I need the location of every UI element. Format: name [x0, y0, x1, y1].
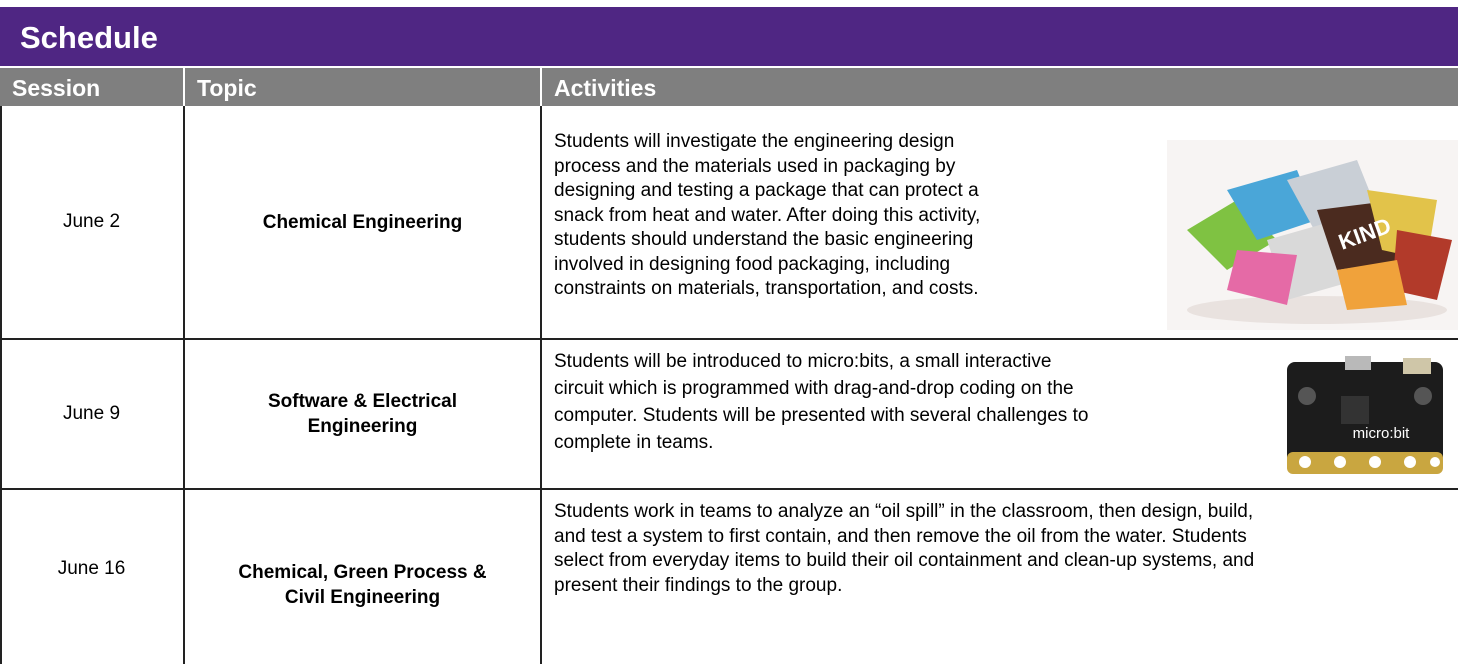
topic-text: Chemical, Green Process & — [238, 562, 487, 583]
session-cell: June 16 — [0, 490, 183, 664]
title-bar: Schedule — [0, 7, 1458, 66]
topic-cell: Chemical, Green Process & Civil Engineeri… — [185, 490, 540, 664]
activity-line: Students work in teams to analyze an “oi… — [554, 501, 1254, 522]
header-cell: Topic — [185, 68, 540, 106]
snack-image: KIND — [1167, 140, 1458, 330]
topic-text: Civil Engineering — [284, 587, 441, 608]
svg-text:micro:bit: micro:bit — [1353, 425, 1411, 442]
activities-cell: Students will investigate the engineerin… — [542, 106, 1458, 340]
activities-cell: Students work in teams to analyze an “oi… — [542, 490, 1458, 664]
activity-line: and test a system to first contain, and … — [554, 525, 1247, 547]
activity-line: circuit which is programmed with drag-an… — [554, 378, 1074, 399]
activity-line: computer. Students will be presented wit… — [554, 405, 1089, 426]
topic-text: Software & Electrical — [267, 391, 458, 412]
header-cell: Session — [0, 68, 183, 106]
topic-cell: Software & Electrical Engineering — [185, 340, 540, 490]
activity-line: process and the materials used in packag… — [554, 155, 956, 177]
activities-cell: Students will be introduced to micro:bit… — [542, 340, 1458, 490]
activity-line: select from everyday items to build thei… — [554, 550, 1255, 571]
microbit-image: micro:bit — [1287, 356, 1443, 474]
activity-line: complete in teams. — [554, 432, 714, 453]
activity-line: involved in designing food packaging, in… — [554, 253, 951, 275]
session-text: June 16 — [57, 558, 126, 579]
activity-line: present their findings to the group. — [554, 574, 843, 596]
activity-line: designing and testing a package that can… — [554, 180, 979, 201]
activity-line: Students will be introduced to micro:bit… — [554, 351, 1052, 372]
topic-cell: Chemical Engineering — [185, 106, 540, 340]
activity-line: snack from heat and water. After doing t… — [554, 204, 981, 226]
session-text: June 2 — [62, 211, 121, 232]
header-cell: Activities — [542, 68, 1458, 106]
activity-line: students should understand the basic eng… — [554, 229, 974, 250]
border — [183, 106, 185, 664]
session-text: June 9 — [62, 403, 121, 424]
topic-text: Chemical Engineering — [262, 211, 463, 233]
topic-text: Engineering — [307, 416, 418, 437]
activity-line: Students will investigate the engineerin… — [554, 131, 955, 152]
session-cell: June 2 — [0, 106, 183, 340]
session-cell: June 9 — [0, 340, 183, 490]
border — [0, 106, 2, 664]
border — [540, 106, 542, 664]
activity-line: constraints on materials, transportation… — [554, 278, 979, 299]
